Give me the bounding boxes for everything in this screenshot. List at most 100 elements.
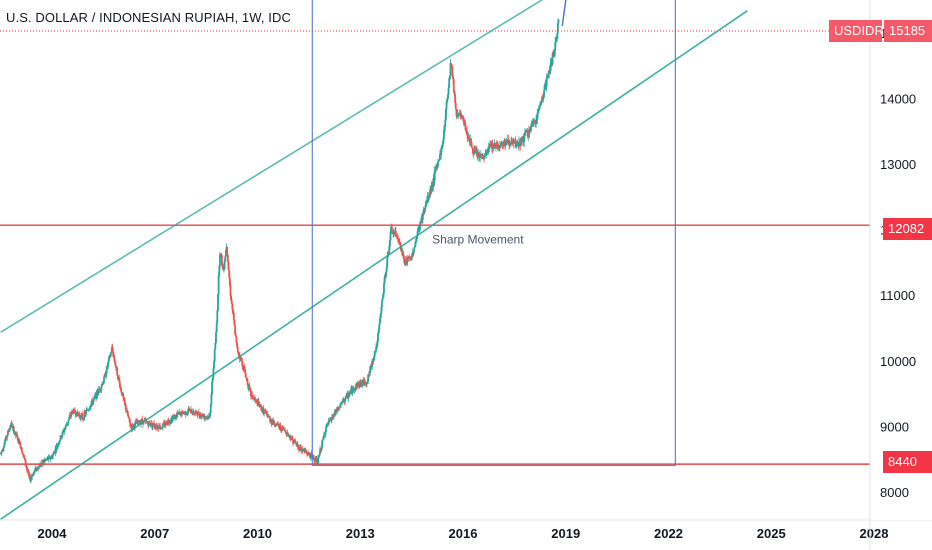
candle — [400, 249, 403, 256]
candle-body — [317, 455, 320, 459]
candle-body — [399, 242, 402, 247]
candle-body — [259, 404, 262, 407]
candle — [310, 450, 313, 459]
candle — [16, 431, 18, 438]
last-price-tag: 15185 — [884, 20, 932, 42]
candle-body — [226, 246, 229, 255]
candle-body — [518, 141, 520, 147]
candle-body — [292, 441, 295, 444]
candle-body — [248, 385, 251, 388]
candle-body — [483, 158, 485, 160]
time-axis[interactable]: 2004 2007 2010 2013 2016 2019 2022 2025 2028 — [0, 519, 932, 550]
candle — [491, 139, 494, 154]
candle-body — [449, 63, 452, 76]
candle-body — [402, 251, 404, 255]
candle — [149, 419, 152, 426]
candle-body — [164, 425, 167, 427]
candle-body — [167, 420, 169, 425]
candle-body — [444, 108, 447, 120]
candle — [425, 199, 428, 207]
candle — [167, 418, 169, 427]
candle-body — [68, 417, 71, 420]
candle-body — [507, 139, 510, 144]
candle-body — [354, 386, 357, 389]
candle-body — [423, 210, 426, 211]
candle-body — [194, 413, 196, 415]
candle-body — [400, 250, 403, 253]
candle-body — [45, 459, 48, 460]
candle-body — [180, 411, 183, 416]
y-tick-label: 8000 — [880, 485, 909, 500]
candle-body — [298, 445, 300, 451]
candle — [451, 64, 454, 79]
candle-body — [379, 317, 381, 324]
candle-body — [475, 150, 478, 152]
y-tick-label: 13000 — [880, 157, 916, 172]
candle — [294, 438, 296, 444]
candle-body — [307, 452, 310, 455]
candle — [524, 127, 526, 139]
candle-body — [447, 87, 450, 95]
candle-body — [308, 454, 311, 456]
candle-body — [473, 149, 476, 154]
price-axis[interactable]: 80009000100001100012000130001400015000 — [869, 0, 932, 550]
candle-body — [118, 381, 121, 388]
candle-body — [450, 63, 453, 67]
candle — [383, 274, 386, 286]
candle — [344, 396, 347, 400]
candle-body — [317, 458, 319, 464]
candle-body — [87, 409, 90, 411]
candle-body — [213, 361, 215, 369]
candle-body — [16, 436, 19, 441]
candle-body — [224, 256, 227, 262]
candle-body — [7, 431, 10, 432]
candle-body — [66, 424, 69, 425]
candle-body — [549, 63, 552, 72]
level-8440-tag: 8440 — [883, 451, 932, 473]
candle-body — [99, 388, 101, 391]
candle-body — [422, 210, 425, 214]
candle — [518, 136, 520, 151]
candle-body — [113, 356, 115, 358]
candle-body — [296, 443, 299, 447]
candle-body — [201, 414, 204, 417]
candle-body — [339, 404, 342, 407]
symbol-price-tag[interactable]: USDIDR — [829, 20, 884, 42]
candle — [263, 409, 266, 414]
candle — [244, 366, 246, 374]
candle — [554, 37, 557, 57]
candle-body — [210, 394, 213, 405]
candle-body — [84, 412, 86, 414]
candle — [373, 350, 376, 361]
candle — [84, 410, 86, 417]
candle-body — [501, 144, 504, 145]
candle — [556, 32, 559, 43]
candle-body — [424, 205, 427, 209]
candle-body — [462, 118, 465, 123]
candle-body — [283, 429, 286, 431]
candle — [257, 398, 260, 405]
candle-body — [54, 448, 57, 454]
candle-body — [234, 325, 237, 335]
candle — [120, 386, 123, 393]
candle — [266, 410, 269, 418]
candle-body — [161, 428, 163, 430]
candle-body — [237, 352, 240, 355]
x-tick-label: 2016 — [449, 526, 478, 541]
candle — [89, 406, 92, 411]
candle-body — [448, 78, 451, 88]
candle-body — [495, 143, 498, 147]
candle — [67, 419, 70, 426]
candle-body — [265, 411, 268, 414]
candle — [273, 420, 276, 428]
candle-body — [454, 102, 457, 110]
candle — [269, 415, 271, 424]
candle-body — [483, 153, 486, 159]
candle-body — [3, 445, 5, 449]
candle-body — [63, 429, 66, 432]
candle — [327, 417, 330, 426]
candle-body — [12, 426, 15, 434]
candle-body — [26, 467, 28, 470]
candle-body — [388, 240, 391, 247]
